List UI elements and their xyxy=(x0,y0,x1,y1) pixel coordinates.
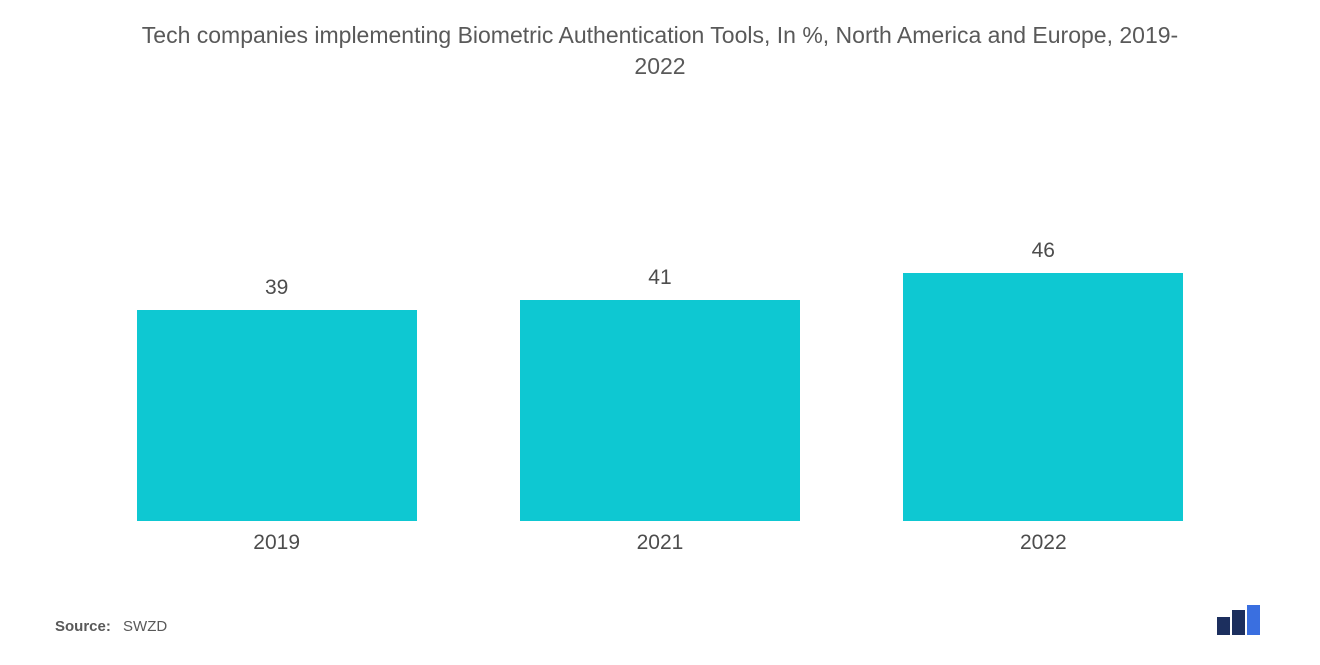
chart-container: Tech companies implementing Biometric Au… xyxy=(0,0,1320,665)
bar-value-1: 41 xyxy=(648,266,671,290)
bar-group-1: 41 xyxy=(520,266,800,521)
source-text: Source: SWZD xyxy=(55,618,167,635)
bar-1 xyxy=(520,300,800,521)
x-tick-0: 2019 xyxy=(137,531,417,555)
plot-area: 39 41 46 xyxy=(55,92,1265,521)
source-label: Source: xyxy=(55,618,111,635)
bar-group-2: 46 xyxy=(903,239,1183,521)
x-axis: 2019 2021 2022 xyxy=(55,521,1265,555)
x-tick-1: 2021 xyxy=(520,531,800,555)
x-tick-2: 2022 xyxy=(903,531,1183,555)
chart-title: Tech companies implementing Biometric Au… xyxy=(55,20,1265,92)
bar-group-0: 39 xyxy=(137,276,417,521)
logo-bar-2 xyxy=(1232,610,1245,635)
bar-value-0: 39 xyxy=(265,276,288,300)
chart-footer: Source: SWZD xyxy=(55,555,1265,635)
logo-bar-3 xyxy=(1247,605,1260,635)
bar-value-2: 46 xyxy=(1032,239,1055,263)
bar-2 xyxy=(903,273,1183,521)
logo-bar-1 xyxy=(1217,617,1230,635)
bar-0 xyxy=(137,310,417,521)
brand-logo-icon xyxy=(1217,605,1265,635)
source-value: SWZD xyxy=(123,618,167,635)
